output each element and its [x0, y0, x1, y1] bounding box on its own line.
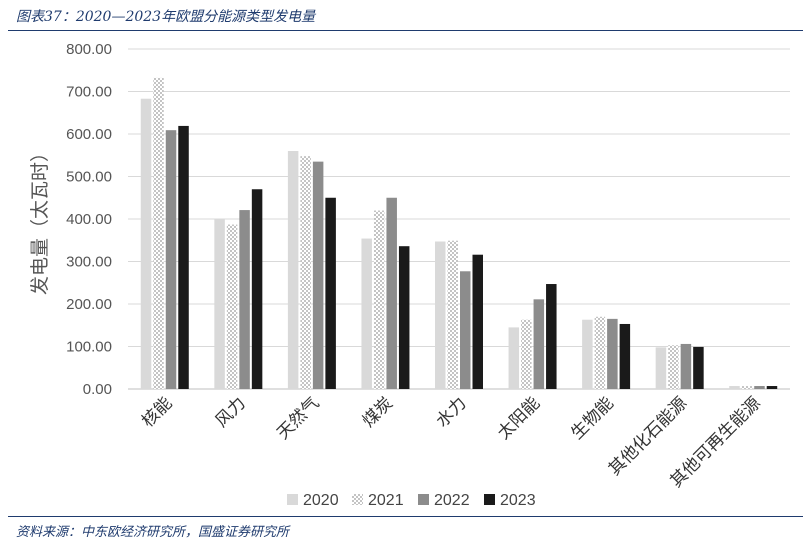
bar-2020	[287, 151, 299, 389]
bar-2020	[435, 241, 446, 389]
bars	[140, 77, 778, 390]
bar-2022	[754, 386, 765, 389]
legend-label: 2023	[500, 492, 536, 509]
figure-title: 图表37：2020—2023年欧盟分能源类型发电量	[16, 9, 316, 25]
bar-2021	[300, 156, 311, 389]
y-tick-label: 0.00	[83, 381, 112, 398]
y-tick-label: 600.00	[66, 126, 112, 143]
bar-2023	[325, 197, 336, 389]
gridlines	[128, 48, 790, 390]
y-axis-ticks: 0.00 100.00 200.00 300.00 400.00 500.00 600.00…	[66, 41, 112, 398]
legend-swatch-2022	[418, 494, 429, 505]
bar-2022	[460, 271, 471, 389]
bar-2020	[140, 98, 152, 389]
x-category-label: 太阳能	[494, 393, 544, 443]
bar-2022	[239, 210, 250, 389]
bar-2023	[546, 284, 557, 389]
y-tick-label: 200.00	[66, 296, 112, 313]
y-tick-label: 500.00	[66, 169, 112, 186]
figure-header: 图表37：2020—2023年欧盟分能源类型发电量	[0, 0, 811, 30]
y-tick-label: 400.00	[66, 211, 112, 228]
bar-2023	[178, 125, 189, 390]
bar-2022	[680, 343, 692, 389]
legend-swatch-2020	[287, 494, 298, 505]
bar-2022	[607, 318, 618, 389]
bar-2021	[668, 345, 679, 389]
bar-2020	[729, 386, 740, 389]
legend-label: 2022	[434, 492, 470, 509]
bar-2021	[373, 210, 385, 389]
bar-2022	[165, 130, 177, 390]
bar-2021	[594, 316, 606, 389]
bar-2021	[153, 77, 164, 390]
bar-2021	[447, 240, 458, 389]
bar-2022	[312, 161, 324, 389]
bar-2023	[472, 254, 483, 389]
bar-2022	[533, 299, 545, 389]
bar-2023	[251, 189, 263, 389]
bar-2021	[226, 224, 238, 389]
y-tick-label: 700.00	[66, 84, 112, 101]
x-category-label: 水力	[432, 393, 470, 431]
bar-2020	[655, 347, 667, 389]
y-axis-label: 发电量（太瓦时）	[29, 143, 51, 295]
x-category-label: 煤炭	[359, 393, 397, 431]
bar-2020	[582, 319, 593, 389]
legend-swatch-2021	[352, 494, 363, 505]
legend-swatch-2023	[484, 494, 495, 505]
y-tick-label: 100.00	[66, 339, 112, 356]
bar-2021	[741, 386, 753, 389]
x-category-label: 天然气	[273, 393, 323, 443]
x-category-label: 核能	[138, 393, 176, 431]
bar-2020	[361, 238, 372, 389]
header-rule	[8, 30, 803, 31]
bar-2023	[619, 323, 631, 389]
source-note: 资料来源：中东欧经济研究所，国盛证券研究所	[16, 525, 290, 540]
bar-2021	[521, 319, 532, 389]
bar-2023	[766, 386, 778, 389]
bar-2023	[693, 346, 704, 389]
bar-2020	[508, 327, 520, 389]
legend-label: 2020	[303, 492, 339, 509]
y-tick-label: 300.00	[66, 254, 112, 271]
bar-2022	[386, 197, 397, 389]
y-tick-label: 800.00	[66, 41, 112, 58]
bar-2023	[398, 246, 410, 389]
x-category-label: 风力	[212, 393, 250, 431]
legend: 2020 2021 2022 2023	[287, 492, 536, 509]
x-category-label: 生物能	[567, 393, 617, 443]
legend-label: 2021	[368, 492, 404, 509]
footer-rule	[8, 516, 803, 517]
bar-2020	[214, 219, 225, 389]
